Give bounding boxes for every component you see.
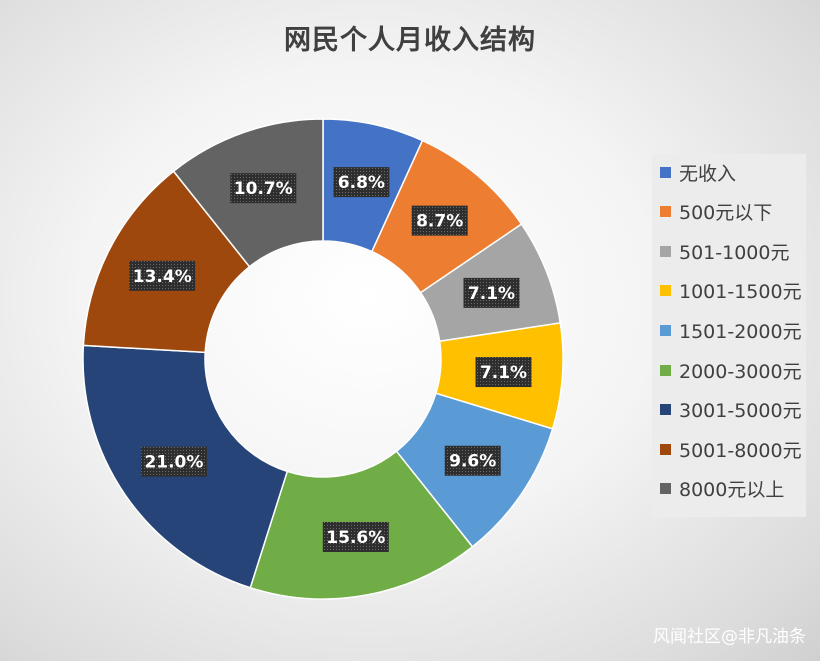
legend-swatch xyxy=(660,206,671,218)
legend-label: 8000元以上 xyxy=(679,479,785,502)
data-label: 21.0% xyxy=(140,446,207,477)
legend-label: 5001-8000元 xyxy=(679,439,802,462)
legend-item: 1501-2000元 xyxy=(660,318,802,343)
legend-swatch xyxy=(660,404,671,416)
legend-swatch xyxy=(660,285,671,297)
data-label-background xyxy=(322,522,389,553)
data-label: 8.7% xyxy=(411,205,468,236)
legend-swatch xyxy=(660,443,671,455)
data-label-text: 8.7% xyxy=(416,212,463,232)
data-label-background xyxy=(463,277,520,308)
data-label-background xyxy=(444,445,501,476)
data-label-text: 21.0% xyxy=(144,453,203,473)
data-label-background xyxy=(140,446,207,477)
data-label-background xyxy=(475,357,532,388)
legend-swatch xyxy=(660,245,671,257)
data-label: 13.4% xyxy=(129,260,196,291)
legend-item: 501-1000元 xyxy=(660,239,790,264)
legend-item: 无收入 xyxy=(660,160,737,185)
chart-legend: 无收入 500元以下 501-1000元 1001-1500元 1501-2000元 20… xyxy=(652,154,806,517)
legend-item: 2000-3000元 xyxy=(660,358,802,383)
legend-item: 5001-8000元 xyxy=(660,437,802,462)
legend-swatch xyxy=(660,364,671,376)
data-label-background xyxy=(333,167,390,198)
data-label-background xyxy=(230,173,297,204)
data-label-text: 6.8% xyxy=(338,173,385,193)
legend-label: 3001-5000元 xyxy=(679,400,802,423)
chart-title: 网民个人月收入结构 xyxy=(284,25,536,56)
data-label: 10.7% xyxy=(230,173,297,204)
legend-swatch xyxy=(660,483,671,495)
legend-item: 1001-1500元 xyxy=(660,279,802,303)
data-label-text: 7.1% xyxy=(480,363,527,383)
data-label-text: 13.4% xyxy=(133,267,192,287)
legend-label: 500元以下 xyxy=(679,202,773,225)
data-label-text: 9.6% xyxy=(449,452,496,472)
data-label: 7.1% xyxy=(475,357,532,388)
legend-label: 1501-2000元 xyxy=(679,320,802,343)
legend-item: 3001-5000元 xyxy=(660,398,802,422)
data-label-text: 7.1% xyxy=(468,284,515,304)
legend-label: 无收入 xyxy=(679,162,737,185)
legend-label: 2000-3000元 xyxy=(679,360,802,383)
legend-item: 8000元以上 xyxy=(660,477,784,501)
data-label: 7.1% xyxy=(463,277,520,308)
data-label-text: 15.6% xyxy=(326,528,385,548)
data-label-background xyxy=(411,205,468,236)
legend-label: 501-1000元 xyxy=(679,241,790,264)
data-label-text: 10.7% xyxy=(234,179,293,199)
data-label-background xyxy=(129,260,196,291)
data-label: 9.6% xyxy=(444,445,501,476)
legend-item: 500元以下 xyxy=(660,200,772,224)
legend-label: 1001-1500元 xyxy=(679,281,802,304)
legend-swatch xyxy=(660,166,671,178)
data-label: 6.8% xyxy=(333,167,390,198)
legend-swatch xyxy=(660,324,671,336)
data-label: 15.6% xyxy=(322,522,389,553)
watermark: 风闻社区@非凡油条 xyxy=(653,627,806,647)
